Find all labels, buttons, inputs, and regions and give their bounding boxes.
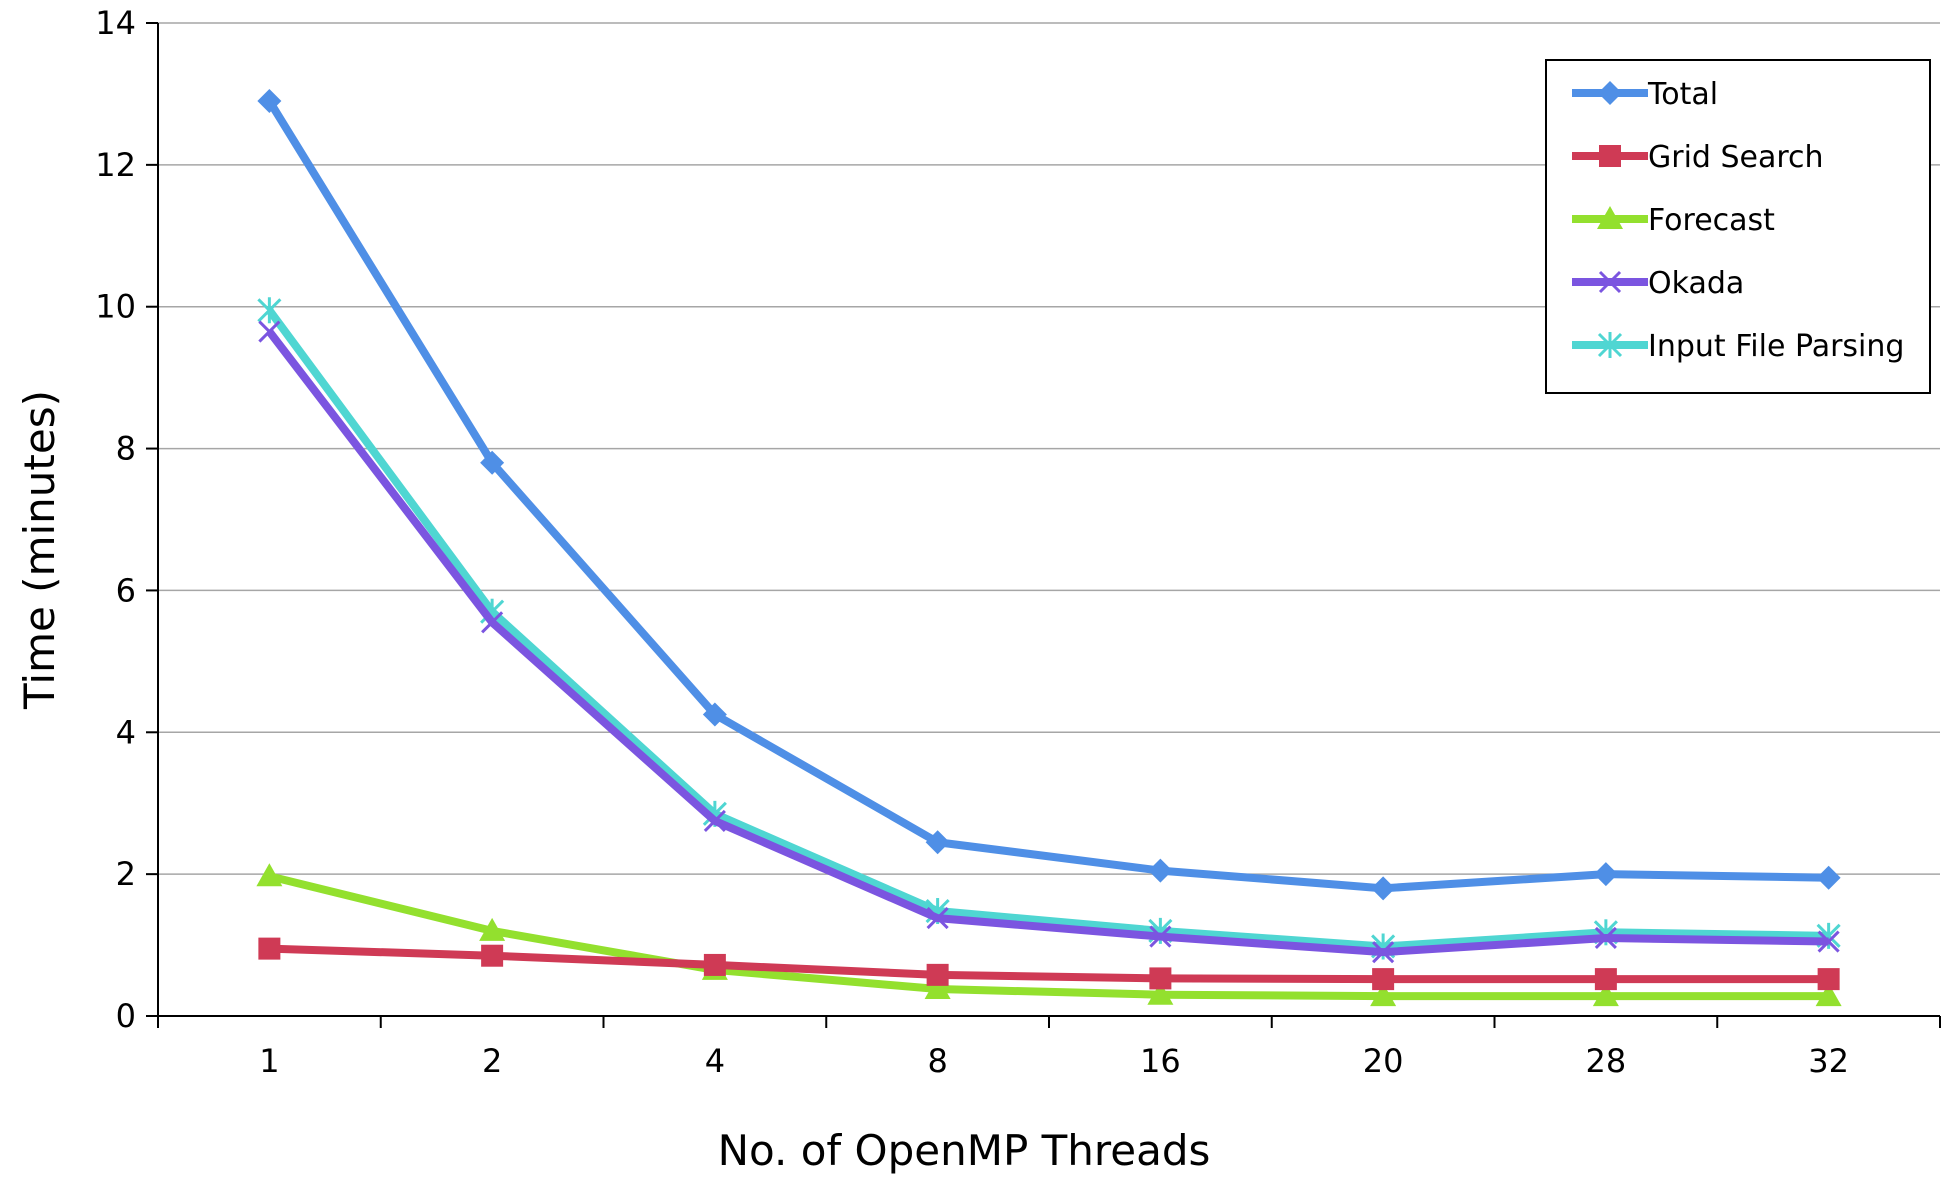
data-point-marker bbox=[1597, 206, 1623, 229]
data-point-marker bbox=[926, 907, 949, 930]
data-point-marker bbox=[1148, 858, 1173, 883]
legend-label: Grid Search bbox=[1648, 140, 1824, 175]
series-line bbox=[265, 98, 1829, 893]
legend-item: Forecast bbox=[1572, 203, 1775, 238]
data-point-marker bbox=[481, 944, 504, 967]
marker-stroke bbox=[1372, 941, 1395, 964]
x-axis-title: No. of OpenMP Threads bbox=[718, 1126, 1211, 1175]
x-tick-label: 8 bbox=[927, 1042, 947, 1080]
data-point-marker bbox=[1817, 930, 1840, 953]
legend-label: Total bbox=[1647, 77, 1718, 112]
y-axis-title: Time (minutes) bbox=[15, 390, 64, 710]
data-point-marker bbox=[1593, 862, 1618, 887]
data-point-marker bbox=[1815, 983, 1842, 1007]
axes bbox=[146, 22, 1941, 1028]
y-tick-label: 4 bbox=[116, 713, 136, 751]
data-point-marker bbox=[1147, 981, 1174, 1005]
data-point-marker bbox=[925, 830, 950, 855]
x-tick-label: 1 bbox=[259, 1042, 279, 1080]
y-tick-label: 2 bbox=[116, 855, 136, 893]
series-line bbox=[268, 872, 1829, 1001]
x-tick-label: 20 bbox=[1363, 1042, 1404, 1080]
series-layer bbox=[256, 89, 1842, 1007]
data-point-marker bbox=[1598, 270, 1622, 294]
data-point-marker bbox=[1816, 865, 1841, 890]
legend-label: Input File Parsing bbox=[1648, 329, 1904, 364]
data-point-marker bbox=[257, 297, 282, 324]
data-point-marker bbox=[703, 809, 726, 833]
data-point-marker bbox=[924, 976, 951, 1000]
marker-stroke bbox=[481, 611, 504, 634]
data-point-marker bbox=[479, 917, 506, 941]
x-tick-label: 16 bbox=[1140, 1042, 1181, 1080]
data-point-marker bbox=[926, 963, 949, 986]
data-point-marker bbox=[258, 937, 281, 960]
data-point-marker bbox=[1372, 968, 1395, 991]
legend-item: Input File Parsing bbox=[1572, 329, 1904, 364]
data-point-marker bbox=[480, 450, 505, 475]
data-point-marker bbox=[481, 611, 504, 634]
data-point-marker bbox=[1592, 983, 1619, 1007]
series-total bbox=[257, 89, 1841, 901]
series-line bbox=[266, 329, 1829, 957]
marker-stroke bbox=[926, 907, 949, 930]
marker-stroke bbox=[1149, 925, 1172, 948]
data-point-marker bbox=[702, 702, 727, 727]
data-point-marker bbox=[256, 863, 283, 887]
data-point-marker bbox=[1371, 876, 1396, 901]
legend-item: Total bbox=[1572, 77, 1718, 112]
legend-label: Forecast bbox=[1648, 203, 1775, 238]
legend-item: Okada bbox=[1572, 266, 1744, 301]
data-point-marker bbox=[1370, 983, 1397, 1007]
y-tick-label: 10 bbox=[95, 288, 136, 326]
y-tick-label: 8 bbox=[116, 430, 136, 468]
data-point-marker bbox=[1594, 926, 1617, 950]
y-tick-label: 6 bbox=[116, 571, 136, 609]
x-tick-label: 4 bbox=[705, 1042, 725, 1080]
legend-label: Okada bbox=[1648, 266, 1744, 301]
marker-stroke bbox=[1594, 926, 1617, 950]
series-okada bbox=[258, 320, 1840, 964]
data-point-marker bbox=[258, 320, 281, 343]
marker-stroke bbox=[258, 320, 281, 343]
x-tick-label: 28 bbox=[1586, 1042, 1627, 1080]
x-tick-label: 2 bbox=[482, 1042, 502, 1080]
data-point-marker bbox=[1598, 81, 1622, 105]
series-line bbox=[269, 944, 1829, 984]
data-point-marker bbox=[257, 89, 282, 114]
marker-stroke bbox=[1598, 270, 1622, 294]
data-point-marker bbox=[1597, 332, 1623, 358]
legend: Total Grid Search Forecast Okada Input File … bbox=[1545, 59, 1931, 394]
x-tick-label: 32 bbox=[1808, 1042, 1849, 1080]
marker-stroke bbox=[1817, 930, 1840, 953]
series-line bbox=[266, 307, 1829, 951]
series-grid-search bbox=[258, 937, 1840, 991]
legend-item: Grid Search bbox=[1572, 140, 1824, 175]
marker-stroke bbox=[703, 809, 726, 833]
data-point-marker bbox=[1372, 941, 1395, 964]
y-tick-label: 14 bbox=[95, 4, 136, 42]
data-point-marker bbox=[1599, 145, 1621, 167]
data-point-marker bbox=[1149, 925, 1172, 948]
data-point-marker bbox=[1594, 968, 1617, 991]
data-point-marker bbox=[1149, 967, 1172, 990]
gridlines bbox=[158, 22, 1940, 875]
data-point-marker bbox=[703, 953, 726, 976]
data-point-marker bbox=[1817, 968, 1840, 991]
y-tick-label: 12 bbox=[95, 146, 136, 184]
y-tick-label: 0 bbox=[116, 997, 136, 1035]
